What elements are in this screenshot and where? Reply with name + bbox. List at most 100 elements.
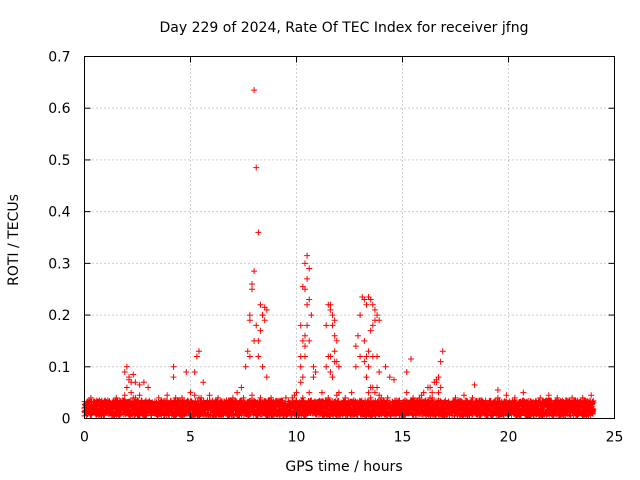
data-point xyxy=(306,296,313,303)
data-point xyxy=(535,406,542,413)
data-point xyxy=(573,406,580,413)
data-point xyxy=(259,363,266,370)
data-point xyxy=(126,409,133,416)
data-point xyxy=(323,322,330,329)
data-point xyxy=(244,348,251,355)
data-point xyxy=(301,332,308,339)
data-point xyxy=(183,368,190,375)
data-point xyxy=(524,407,531,414)
data-point xyxy=(155,394,162,401)
data-point xyxy=(185,407,192,414)
data-point xyxy=(261,317,268,324)
data-point xyxy=(418,392,425,399)
data-point xyxy=(306,389,313,396)
y-tick-label: 0.2 xyxy=(48,308,70,324)
data-point xyxy=(181,397,188,404)
data-point xyxy=(458,405,465,412)
data-point xyxy=(170,374,177,381)
data-point xyxy=(427,384,434,391)
data-point xyxy=(575,410,582,417)
data-point xyxy=(397,409,404,416)
data-point xyxy=(274,399,281,406)
data-point xyxy=(134,407,141,414)
data-point xyxy=(232,399,239,406)
data-point xyxy=(310,374,317,381)
data-point xyxy=(299,394,306,401)
data-point xyxy=(410,394,417,401)
data-point xyxy=(588,392,595,399)
data-point xyxy=(507,409,514,416)
data-point xyxy=(329,312,336,319)
data-point xyxy=(543,397,550,404)
data-point xyxy=(240,394,247,401)
data-point xyxy=(164,392,171,399)
data-point xyxy=(520,397,527,404)
data-point xyxy=(454,399,461,406)
data-point xyxy=(501,404,508,411)
data-point xyxy=(321,410,328,417)
data-point xyxy=(437,384,444,391)
data-point xyxy=(511,394,518,401)
data-point xyxy=(304,322,311,329)
data-point xyxy=(136,381,143,388)
data-point xyxy=(365,389,372,396)
data-point xyxy=(520,389,527,396)
data-point xyxy=(187,389,194,396)
data-point xyxy=(234,389,241,396)
data-point xyxy=(467,402,474,409)
data-point xyxy=(246,312,253,319)
data-point xyxy=(552,405,559,412)
y-tick-label: 0.6 xyxy=(48,101,70,117)
data-point xyxy=(117,410,124,417)
data-point xyxy=(257,327,264,334)
data-point xyxy=(367,394,374,401)
data-point xyxy=(325,394,332,401)
data-point xyxy=(121,392,128,399)
data-point xyxy=(569,405,576,412)
data-point xyxy=(325,353,332,360)
x-axis-label: GPS time / hours xyxy=(285,459,402,475)
data-point xyxy=(547,402,554,409)
data-point xyxy=(365,363,372,370)
data-point xyxy=(261,304,268,311)
data-point xyxy=(579,394,586,401)
data-point xyxy=(304,301,311,308)
data-point xyxy=(338,409,345,416)
data-point xyxy=(530,405,537,412)
data-point xyxy=(119,397,126,404)
data-point xyxy=(329,322,336,329)
data-point xyxy=(104,399,111,406)
data-point xyxy=(463,399,470,406)
data-point xyxy=(369,384,376,391)
data-point xyxy=(242,363,249,370)
data-point xyxy=(149,405,156,412)
data-point xyxy=(299,374,306,381)
data-point xyxy=(189,399,196,406)
x-tick-label: 0 xyxy=(80,430,89,446)
data-point xyxy=(371,317,378,324)
data-point xyxy=(388,407,395,414)
data-point xyxy=(393,397,400,404)
data-point xyxy=(564,404,571,411)
data-point xyxy=(198,394,205,401)
data-point xyxy=(439,348,446,355)
data-point xyxy=(246,317,253,324)
data-point xyxy=(439,407,446,414)
data-point xyxy=(450,402,457,409)
data-point xyxy=(282,394,289,401)
data-point xyxy=(316,399,323,406)
data-point xyxy=(248,392,255,399)
data-point xyxy=(590,406,597,413)
data-point xyxy=(446,405,453,412)
data-point xyxy=(371,389,378,396)
data-point xyxy=(248,286,255,293)
data-point xyxy=(287,410,294,417)
data-point xyxy=(312,409,319,416)
data-point xyxy=(386,374,393,381)
data-point xyxy=(371,306,378,313)
data-point xyxy=(306,337,313,344)
data-point xyxy=(191,368,198,375)
data-point xyxy=(361,296,368,303)
data-point xyxy=(363,409,370,416)
data-point xyxy=(301,286,308,293)
